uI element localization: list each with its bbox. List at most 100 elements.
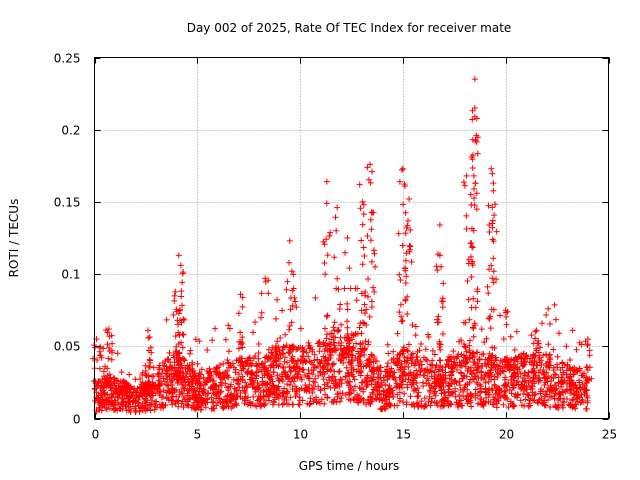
data-point xyxy=(403,401,410,408)
data-points xyxy=(90,76,595,416)
data-point xyxy=(531,358,538,365)
data-point xyxy=(586,375,593,382)
data-point xyxy=(175,329,182,336)
data-point xyxy=(344,318,351,325)
data-point xyxy=(471,185,478,192)
data-point xyxy=(308,359,315,366)
data-point xyxy=(96,348,103,355)
data-point xyxy=(179,390,186,397)
data-point xyxy=(106,348,113,355)
data-point xyxy=(412,323,419,330)
data-point xyxy=(551,371,558,378)
data-point xyxy=(327,349,334,356)
data-point xyxy=(323,313,330,320)
data-point xyxy=(290,285,297,292)
data-point xyxy=(434,316,441,323)
data-point xyxy=(507,333,514,340)
data-point xyxy=(469,244,476,251)
data-point xyxy=(489,236,496,243)
data-point xyxy=(188,383,195,390)
data-point xyxy=(262,359,269,366)
data-point xyxy=(574,398,581,405)
data-point xyxy=(462,344,469,351)
data-point xyxy=(363,383,370,390)
data-point xyxy=(394,402,401,409)
data-point xyxy=(117,390,124,397)
data-point xyxy=(174,359,181,366)
data-point xyxy=(350,373,357,380)
data-point xyxy=(506,386,513,393)
data-point xyxy=(286,364,293,371)
data-point xyxy=(364,372,371,379)
data-point xyxy=(532,335,539,342)
data-point xyxy=(552,371,559,378)
data-point xyxy=(145,364,152,371)
data-point xyxy=(437,382,444,389)
data-point xyxy=(488,165,495,172)
data-point xyxy=(529,397,536,404)
data-point xyxy=(346,265,353,272)
data-point xyxy=(437,357,444,364)
data-point xyxy=(384,363,391,370)
data-point xyxy=(404,357,411,364)
data-point xyxy=(399,317,406,324)
data-point xyxy=(463,212,470,219)
data-point xyxy=(265,346,272,353)
data-point xyxy=(483,388,490,395)
data-point xyxy=(200,374,207,381)
data-point xyxy=(461,340,468,347)
data-point xyxy=(403,347,410,354)
data-point xyxy=(108,387,115,394)
data-point xyxy=(544,396,551,403)
data-point xyxy=(274,392,281,399)
data-point xyxy=(111,380,118,387)
data-point xyxy=(471,113,478,120)
data-point xyxy=(394,330,401,337)
data-point xyxy=(396,178,403,185)
data-point xyxy=(175,377,182,384)
data-point xyxy=(353,297,360,304)
data-point xyxy=(251,383,258,390)
data-point xyxy=(470,350,477,357)
data-point xyxy=(259,381,266,388)
data-point xyxy=(469,116,476,123)
data-point xyxy=(300,367,307,374)
data-point xyxy=(471,105,478,112)
data-point xyxy=(300,353,307,360)
data-point xyxy=(173,393,180,400)
data-point xyxy=(239,303,246,310)
data-point xyxy=(535,349,542,356)
data-point xyxy=(396,389,403,396)
data-point xyxy=(392,360,399,367)
data-point xyxy=(206,365,213,372)
data-point xyxy=(144,388,151,395)
data-point xyxy=(281,358,288,365)
data-point xyxy=(567,357,574,364)
data-point xyxy=(474,286,481,293)
data-point xyxy=(145,405,152,412)
data-point xyxy=(434,402,441,409)
data-point xyxy=(494,362,501,369)
data-point xyxy=(357,340,364,347)
data-point xyxy=(281,369,288,376)
data-point xyxy=(328,336,335,343)
data-point xyxy=(175,341,182,348)
data-point xyxy=(429,347,436,354)
data-point xyxy=(384,360,391,367)
data-point xyxy=(503,321,510,328)
data-point xyxy=(191,405,198,412)
data-point xyxy=(105,380,112,387)
data-point xyxy=(289,401,296,408)
data-point xyxy=(287,394,294,401)
data-point xyxy=(410,401,417,408)
data-point xyxy=(173,356,180,363)
data-point xyxy=(422,346,429,353)
data-point xyxy=(356,353,363,360)
data-point xyxy=(403,250,410,257)
data-point xyxy=(522,377,529,384)
data-point xyxy=(416,372,423,379)
data-point xyxy=(281,385,288,392)
data-point xyxy=(262,275,269,282)
x-tick-label: 10 xyxy=(293,428,308,442)
data-point xyxy=(324,252,331,259)
